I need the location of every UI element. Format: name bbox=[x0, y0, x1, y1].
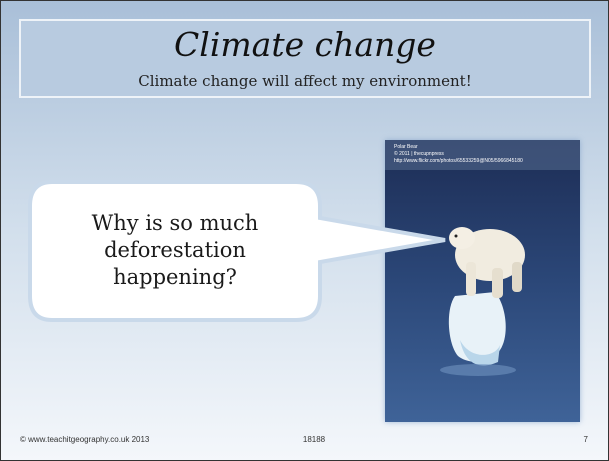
photo bbox=[385, 140, 580, 422]
bubble-text: happening? bbox=[113, 265, 237, 289]
bubble-text: deforestation bbox=[104, 238, 246, 262]
bubble-text: Why is so much bbox=[92, 211, 259, 235]
page: Climate change Climate change will affec… bbox=[0, 0, 609, 461]
photo-caption: © 2011 | thecupnpress bbox=[394, 150, 444, 157]
photo-caption: http://www.flickr.com/photos/65533259@N0… bbox=[394, 158, 523, 164]
photo-caption: Polar Bear bbox=[394, 144, 418, 150]
subtitle: Climate change will affect my environmen… bbox=[138, 72, 471, 90]
slide: Climate change Climate change will affec… bbox=[0, 0, 609, 461]
footer-copyright: © www.teachitgeography.co.uk 2013 bbox=[20, 435, 150, 444]
title: Climate change bbox=[174, 25, 436, 64]
footer-code: 18188 bbox=[303, 435, 326, 444]
page-number: 7 bbox=[584, 435, 589, 444]
